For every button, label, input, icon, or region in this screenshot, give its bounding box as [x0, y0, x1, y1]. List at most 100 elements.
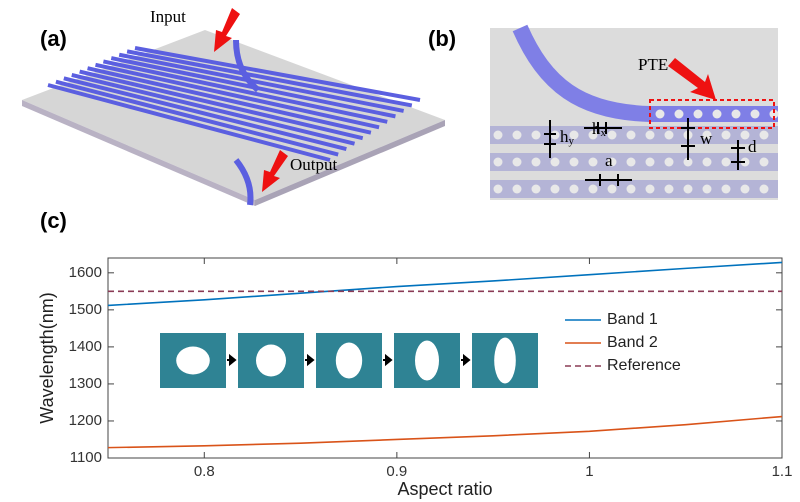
hole [512, 130, 522, 140]
hole [712, 109, 722, 119]
hole [645, 184, 655, 194]
y-axis-label: Wavelength(nm) [37, 292, 57, 423]
hole [569, 157, 579, 167]
y-tick-label: 1600 [69, 264, 102, 281]
series-line [107, 261, 783, 307]
hy-label: hy [560, 127, 575, 147]
hole [588, 157, 598, 167]
waveguide [95, 62, 380, 130]
waveguide [134, 46, 421, 102]
waveguide [47, 83, 331, 162]
hole [176, 346, 210, 375]
x-tick-label: 0.9 [386, 463, 407, 480]
panel-label: (a) [40, 26, 67, 51]
waveguide [71, 72, 356, 146]
input-label: Input [150, 7, 186, 26]
w-label: w [700, 129, 713, 148]
strips [490, 109, 779, 198]
legend-label: Band 1 [607, 311, 658, 328]
plot-frame [107, 257, 783, 459]
arrow [262, 150, 288, 192]
hole [512, 184, 522, 194]
arrow [227, 353, 237, 367]
arrow [668, 58, 716, 100]
y-tick-label: 1300 [69, 375, 102, 392]
waveguide [102, 59, 388, 124]
hole [702, 184, 712, 194]
panel-label: (b) [428, 26, 456, 51]
hole [759, 130, 769, 140]
hole [769, 109, 779, 119]
hole [531, 157, 541, 167]
hole [607, 184, 617, 194]
inset [160, 333, 538, 388]
hole [569, 184, 579, 194]
hole [415, 340, 439, 381]
hole [683, 184, 693, 194]
hole [740, 130, 750, 140]
hole [645, 157, 655, 167]
hole [494, 337, 516, 384]
hole [740, 184, 750, 194]
waveguide [118, 52, 405, 113]
x-tick-label: 1 [585, 463, 593, 480]
hole [702, 157, 712, 167]
panel-a: (a) Input Output [22, 7, 445, 206]
hole [588, 130, 598, 140]
hole [702, 130, 712, 140]
input-guide [233, 39, 260, 93]
sub: x [601, 127, 607, 139]
arrow [305, 353, 315, 367]
dimension-marks [544, 118, 745, 186]
a-label: a [605, 151, 613, 170]
sub: y [569, 135, 575, 147]
hole [335, 342, 363, 379]
hole [664, 130, 674, 140]
hole [493, 157, 503, 167]
hole [607, 130, 617, 140]
waveguides [47, 46, 421, 162]
pte-box [649, 99, 775, 129]
hole [626, 157, 636, 167]
x-tick-label: 0.8 [194, 463, 215, 480]
x-tick-label: 1.1 [772, 463, 793, 480]
waveguide [63, 76, 347, 152]
hole [721, 157, 731, 167]
hole [626, 130, 636, 140]
series-line [107, 415, 783, 449]
hole [721, 130, 731, 140]
hole [531, 184, 541, 194]
y-tick-label: 1200 [69, 412, 102, 429]
hole [693, 109, 703, 119]
hole [731, 109, 741, 119]
hole [256, 344, 286, 377]
h: h [560, 127, 569, 146]
slab-edge [255, 120, 445, 206]
y-tick-label: 1100 [70, 449, 102, 466]
hole [550, 184, 560, 194]
hole [569, 130, 579, 140]
waveguide [126, 49, 413, 108]
hole [721, 184, 731, 194]
d-label: d [748, 137, 757, 156]
waveguide [55, 79, 339, 157]
y-tick-label: 1500 [69, 301, 102, 318]
waveguide [87, 66, 372, 135]
pte-label: PTE [638, 55, 668, 74]
hole [493, 130, 503, 140]
hole [664, 184, 674, 194]
hole [759, 157, 769, 167]
legend-label: Reference [607, 357, 681, 374]
output-guide [233, 158, 254, 206]
arrow [383, 353, 393, 367]
hole [683, 157, 693, 167]
bent-guide [512, 24, 778, 122]
hole [626, 184, 636, 194]
hole [655, 109, 665, 119]
hole [531, 130, 541, 140]
hole [645, 130, 655, 140]
slab-edge [22, 100, 255, 206]
panel-label: (c) [40, 208, 67, 233]
hole [759, 184, 769, 194]
